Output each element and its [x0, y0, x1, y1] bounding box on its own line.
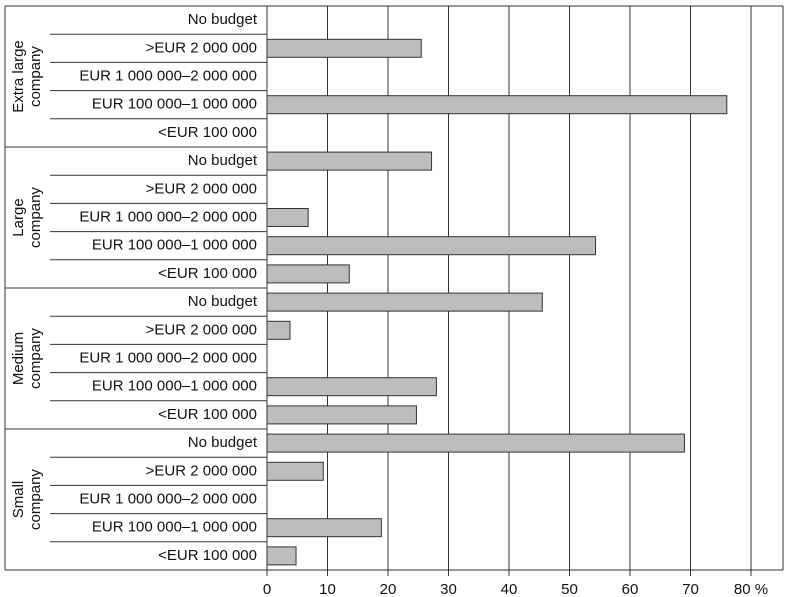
category-label: >EUR 2 000 000: [146, 321, 257, 338]
bar: [266, 95, 728, 115]
group-label-line: Extra large: [10, 40, 27, 113]
category-label: <EUR 100 000: [158, 265, 257, 282]
group-label-line: company: [27, 328, 44, 389]
category-label: EUR 100 000–1 000 000: [92, 237, 257, 254]
group-label-line: company: [27, 469, 44, 530]
x-tick-label: 10: [319, 581, 336, 597]
x-tick-label: 60: [622, 581, 639, 597]
category-label: No budget: [188, 11, 258, 28]
bar: [266, 292, 543, 312]
x-tick-label: 40: [501, 581, 518, 597]
x-tick-label: 20: [380, 581, 397, 597]
group-label-line: Medium: [10, 332, 27, 385]
x-tick-label: 80 %: [734, 581, 768, 597]
group-label: Smallcompany: [10, 469, 44, 530]
x-tick-label: 70: [682, 581, 699, 597]
bar: [266, 151, 433, 171]
category-label: EUR 1 000 000–2 000 000: [79, 349, 257, 366]
bar: [266, 264, 350, 284]
group-label: Extra largecompany: [10, 40, 44, 113]
category-label: EUR 1 000 000–2 000 000: [79, 208, 257, 225]
category-label: <EUR 100 000: [158, 547, 257, 564]
category-label: No budget: [188, 293, 258, 310]
bar: [266, 433, 685, 453]
group-label: Mediumcompany: [10, 328, 44, 389]
bar: [266, 377, 437, 397]
x-tick-label: 30: [440, 581, 457, 597]
category-label: No budget: [188, 152, 258, 169]
category-label: >EUR 2 000 000: [146, 462, 257, 479]
category-label: EUR 100 000–1 000 000: [92, 378, 257, 395]
category-label: No budget: [188, 434, 258, 451]
bar: [266, 546, 297, 566]
category-label: EUR 1 000 000–2 000 000: [79, 490, 257, 507]
category-label: >EUR 2 000 000: [146, 39, 257, 56]
group-label-line: company: [27, 46, 44, 107]
bar: [266, 405, 417, 425]
bar: [266, 208, 309, 227]
x-tick-label: 0: [263, 581, 271, 597]
bar: [266, 461, 324, 481]
bar: [266, 38, 422, 58]
category-label: EUR 1 000 000–2 000 000: [79, 67, 257, 84]
bar: [266, 518, 382, 538]
category-label: EUR 100 000–1 000 000: [92, 96, 257, 113]
group-label: Largecompany: [10, 187, 44, 248]
category-label: <EUR 100 000: [158, 406, 257, 423]
category-label: >EUR 2 000 000: [146, 180, 257, 197]
group-label-line: Small: [10, 481, 27, 519]
x-tick-label: 50: [561, 581, 578, 597]
bar: [266, 320, 291, 340]
category-label: EUR 100 000–1 000 000: [92, 519, 257, 536]
bar: [266, 236, 597, 256]
group-label-line: company: [27, 187, 44, 248]
category-label: <EUR 100 000: [158, 124, 257, 141]
group-label-line: Large: [10, 198, 27, 236]
